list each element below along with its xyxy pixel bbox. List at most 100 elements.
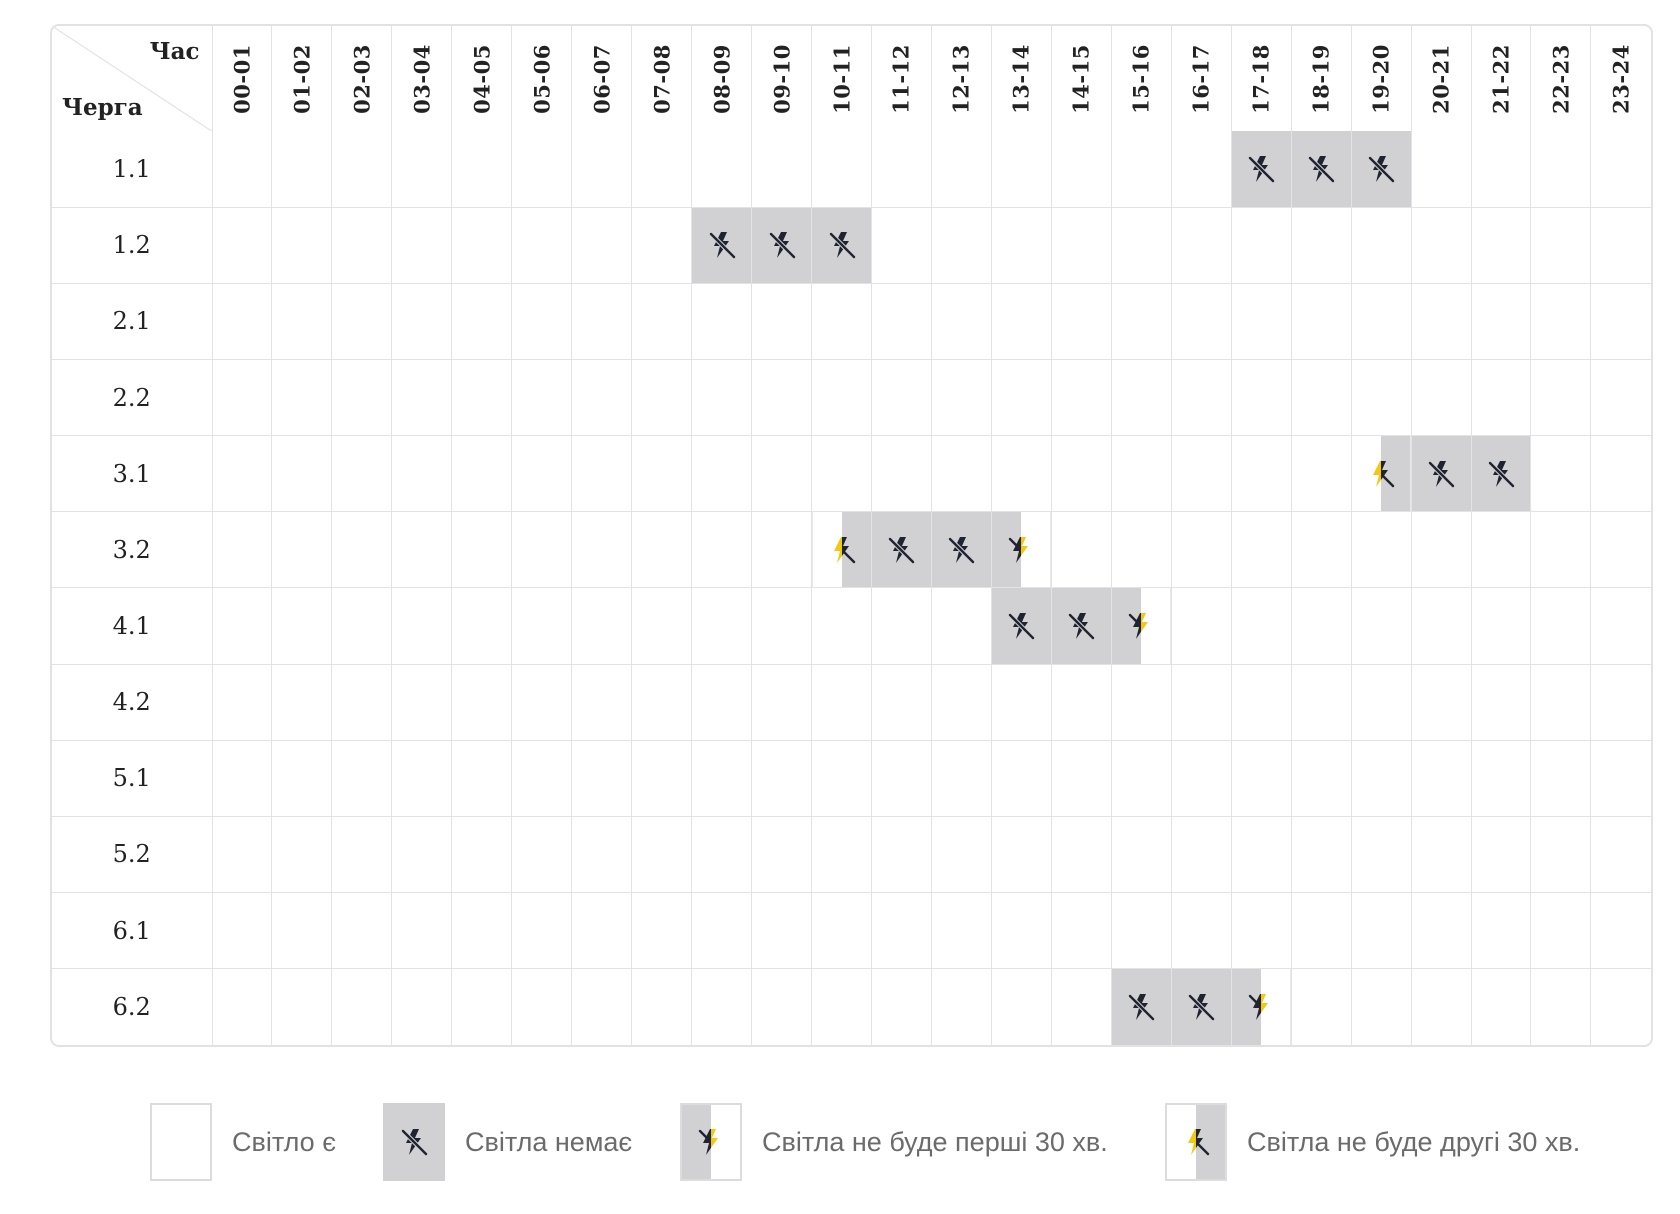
- slot-power-on: [1110, 892, 1172, 970]
- slot-power-on: [1470, 587, 1532, 665]
- slot-power-on: [451, 358, 513, 437]
- slot-power-on: [211, 206, 273, 284]
- slot-power-on: [1470, 892, 1532, 970]
- slot-power-on: [1110, 358, 1172, 437]
- slot-power-on: [870, 815, 932, 894]
- slot-power-on: [990, 739, 1052, 817]
- slot-power-on: [1470, 282, 1532, 360]
- slot-power-on: [1110, 511, 1172, 589]
- slot-power-on: [571, 435, 633, 513]
- slot-power-on: [1530, 739, 1592, 817]
- slot-power-on: [331, 131, 393, 208]
- slot-power-on: [1350, 815, 1412, 894]
- slot-power-on: [631, 968, 693, 1045]
- slot-power-on: [451, 815, 513, 894]
- slot-power-on: [571, 587, 633, 665]
- hour-label: 07-08: [649, 43, 675, 114]
- slot-power-on: [691, 815, 753, 894]
- queue-name: 2.1: [52, 282, 213, 360]
- first-half-swatch: [680, 1103, 742, 1181]
- slot-power-on: [930, 663, 992, 741]
- no-power-icon: [827, 230, 857, 260]
- hour-column-header: 12-13: [930, 26, 992, 131]
- queue-row: 3.2: [52, 511, 1651, 589]
- slot-power-on: [751, 587, 813, 665]
- hour-column-header: 07-08: [631, 26, 693, 131]
- slot-power-on: [631, 131, 693, 208]
- slot-no-power-second-half: [1350, 435, 1412, 513]
- slot-power-on: [451, 282, 513, 360]
- slot-power-on: [811, 892, 872, 970]
- hour-column-header: 04-05: [451, 26, 513, 131]
- slot-power-on: [1290, 435, 1352, 513]
- slot-power-on: [1290, 815, 1352, 894]
- hours-header-row: Час Черга 00-01 01-02 02-03 03-04 04-05 05-06 06…: [52, 26, 1651, 131]
- slot-power-on: [391, 511, 453, 589]
- slot-power-on: [271, 892, 333, 970]
- hour-label: 21-22: [1488, 43, 1514, 114]
- hour-label: 22-23: [1548, 43, 1574, 114]
- slot-power-on: [1230, 892, 1292, 970]
- slot-power-on: [1350, 282, 1412, 360]
- no-power-first-half-icon: [1006, 535, 1036, 565]
- slot-power-on: [511, 358, 573, 437]
- slot-power-on: [511, 815, 573, 894]
- slot-power-on: [331, 968, 393, 1045]
- slot-power-on: [1410, 968, 1472, 1045]
- slot-power-on: [990, 815, 1052, 894]
- slot-no-power-first-half: [1110, 587, 1172, 665]
- queue-name: 4.2: [52, 663, 213, 741]
- queue-row: 6.1: [52, 892, 1651, 970]
- slot-power-on: [1530, 968, 1592, 1045]
- slot-power-on: [990, 131, 1052, 208]
- slot-power-on: [1170, 587, 1232, 665]
- slot-power-on: [451, 206, 513, 284]
- slot-power-on: [1530, 435, 1592, 513]
- hour-column-header: 06-07: [571, 26, 633, 131]
- slot-power-on: [271, 815, 333, 894]
- slot-power-on: [751, 282, 813, 360]
- queue-axis-label: Черга: [62, 94, 143, 121]
- slot-power-on: [391, 435, 453, 513]
- slot-power-on: [1410, 282, 1472, 360]
- slot-power-on: [571, 968, 633, 1045]
- slot-no-power: [1350, 131, 1412, 208]
- queue-name: 3.2: [52, 511, 213, 589]
- slot-power-on: [1170, 358, 1232, 437]
- slot-power-on: [990, 206, 1052, 284]
- hour-column-header: 11-12: [870, 26, 932, 131]
- queue-name: 6.2: [52, 968, 213, 1045]
- slot-power-on: [1410, 815, 1472, 894]
- slot-power-on: [271, 131, 333, 208]
- slot-power-on: [211, 892, 273, 970]
- slot-power-on: [511, 511, 573, 589]
- hour-column-header: 01-02: [271, 26, 333, 131]
- hour-label: 14-15: [1068, 43, 1094, 114]
- queue-name: 5.2: [52, 815, 213, 894]
- slot-power-on: [990, 968, 1052, 1045]
- slot-power-on: [811, 435, 872, 513]
- slot-power-on: [1590, 815, 1651, 894]
- slot-power-on: [211, 511, 273, 589]
- slot-power-on: [271, 206, 333, 284]
- slot-no-power-first-half: [1230, 968, 1292, 1045]
- slot-power-on: [511, 206, 573, 284]
- slot-power-on: [811, 587, 872, 665]
- slot-power-on: [631, 587, 693, 665]
- legend-item-second-half: Світла не буде другі 30 хв.: [1165, 1100, 1580, 1184]
- no-power-icon: [1126, 992, 1156, 1022]
- hour-column-header: 13-14: [990, 26, 1052, 131]
- slot-power-on: [1050, 968, 1112, 1045]
- slot-power-on: [511, 663, 573, 741]
- slot-no-power: [1230, 131, 1292, 208]
- hour-column-header: 15-16: [1110, 26, 1172, 131]
- queue-row: 3.1: [52, 435, 1651, 513]
- slot-power-on: [1230, 511, 1292, 589]
- legend: Світло є Світла немає Світла не буде пер…: [0, 1100, 1680, 1184]
- queue-row: 4.2: [52, 663, 1651, 741]
- slot-power-on: [1290, 206, 1352, 284]
- hour-column-header: 03-04: [391, 26, 453, 131]
- queue-row: 6.2: [52, 968, 1651, 1045]
- slot-power-on: [391, 815, 453, 894]
- slot-power-on: [1050, 358, 1112, 437]
